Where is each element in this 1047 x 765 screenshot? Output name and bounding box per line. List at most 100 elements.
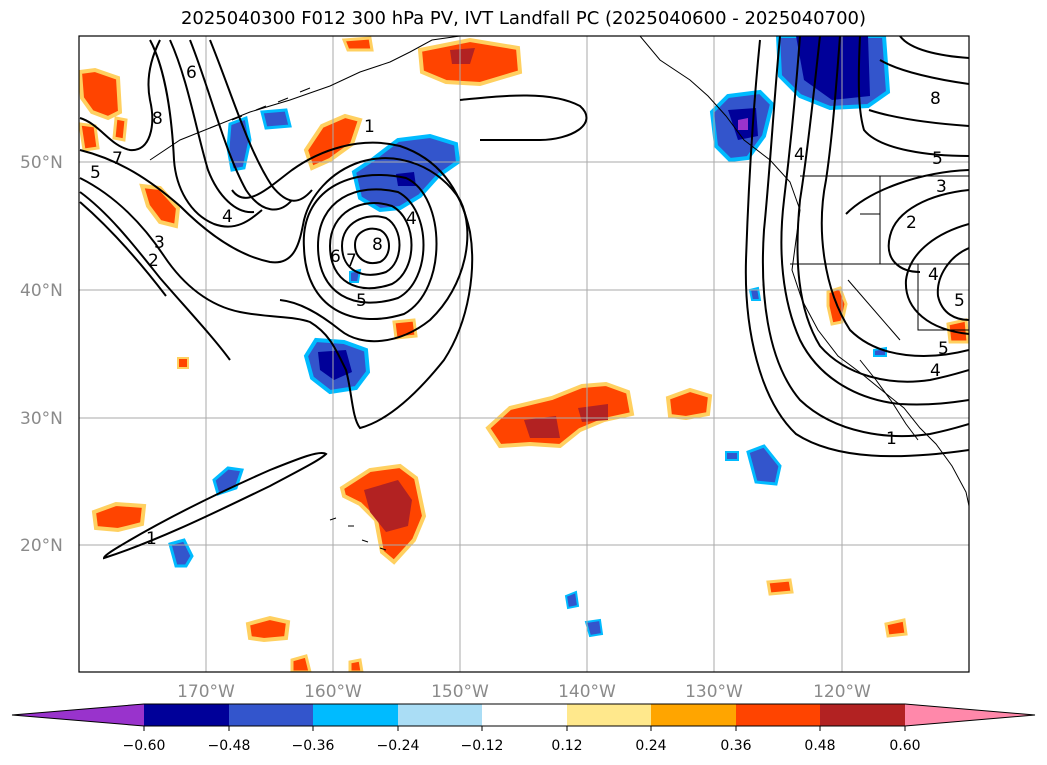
contour-label: 5 <box>938 339 949 359</box>
lat-label: 20°N <box>20 536 63 556</box>
cool-blob <box>738 118 748 130</box>
colorbar-segment <box>820 704 905 726</box>
warm-blob <box>946 318 969 344</box>
contour-line <box>79 201 167 297</box>
colorbar-tick-label: 0.24 <box>635 738 666 754</box>
contour-line <box>879 59 969 85</box>
lon-label: 140°W <box>558 682 616 702</box>
pv-contours <box>79 36 969 560</box>
contour-label: 1 <box>364 117 375 137</box>
contour-label: 3 <box>936 177 947 197</box>
colorbar-tick-label: 0.36 <box>720 738 751 754</box>
contour-line <box>316 188 425 304</box>
map-title: 2025040300 F012 300 hPa PV, IVT Landfall… <box>180 8 867 29</box>
colorbar-tick-label: −0.60 <box>123 738 166 754</box>
lon-labels: 170°W 160°W 150°W 140°W 130°W 120°W <box>177 682 871 702</box>
contour-label: 5 <box>90 163 101 183</box>
contour-line <box>459 94 588 141</box>
contour-line <box>899 36 969 59</box>
colorbar-segment <box>651 704 736 726</box>
contour-line <box>79 39 161 152</box>
contour-label: 4 <box>928 265 939 285</box>
lon-label: 130°W <box>685 682 743 702</box>
contour-label: 8 <box>930 89 941 109</box>
contour-label: 5 <box>954 291 965 311</box>
cool-blob <box>260 108 292 130</box>
colorbar-tick-label: −0.12 <box>461 738 504 754</box>
cool-blob <box>725 451 739 461</box>
baja-coast <box>859 359 919 441</box>
contour-line <box>102 452 328 560</box>
cool-blob <box>564 590 580 610</box>
contour-label: 4 <box>222 207 233 227</box>
lat-label: 50°N <box>20 153 63 173</box>
colorbar-extend-max <box>905 704 1035 726</box>
warm-blob <box>245 615 291 643</box>
contour-label: 5 <box>356 291 367 311</box>
cool-blob <box>584 618 604 638</box>
warm-blob <box>665 387 713 421</box>
contour-line <box>169 39 255 214</box>
colorbar-segment <box>482 704 567 726</box>
contour-label: 7 <box>112 149 123 169</box>
contour-label: 1 <box>886 429 897 449</box>
colorbar: −0.60 −0.48 −0.36 −0.24 −0.12 0.12 0.24 … <box>11 703 1036 754</box>
warm-blob <box>348 658 364 672</box>
contour-line <box>820 36 969 357</box>
contour-label: 5 <box>932 149 943 169</box>
contour-line <box>79 141 474 430</box>
colorbar-ticks <box>143 726 906 731</box>
contour-label: 1 <box>146 529 157 549</box>
cool-blob <box>212 466 244 496</box>
warm-blob <box>79 67 123 121</box>
contour-line <box>857 36 969 157</box>
colorbar-segment <box>229 704 313 726</box>
colorbar-segment <box>313 704 398 726</box>
contour-label: 2 <box>148 251 159 271</box>
warm-blob <box>79 122 100 152</box>
colorbar-extend-min <box>12 704 144 726</box>
map-frame <box>78 35 970 673</box>
contour-label: 8 <box>372 235 383 255</box>
contour-line <box>936 247 969 321</box>
colorbar-tick-label: 0.60 <box>889 738 920 754</box>
contour-line <box>744 39 969 458</box>
lon-label: 120°W <box>813 682 871 702</box>
warm-blob <box>524 416 560 438</box>
lat-label: 40°N <box>20 281 63 301</box>
warm-blob <box>450 48 475 64</box>
lat-labels: 50°N 40°N 30°N 20°N <box>20 153 63 556</box>
pv-shading <box>79 36 969 672</box>
contour-line <box>904 223 969 335</box>
colorbar-tick-label: 0.12 <box>551 738 582 754</box>
contour-line <box>887 189 969 273</box>
contour-line <box>149 39 263 228</box>
cool-blob <box>746 444 782 486</box>
contour-line <box>340 215 401 276</box>
warm-blob <box>91 501 147 533</box>
lon-label: 150°W <box>431 682 489 702</box>
lon-label: 160°W <box>304 682 362 702</box>
warm-blob <box>341 36 374 52</box>
cool-blob <box>748 286 762 301</box>
contour-label: 8 <box>152 109 163 129</box>
north-america-coast <box>639 36 969 507</box>
warm-blob <box>112 116 128 142</box>
contour-line <box>189 39 293 211</box>
contour-line <box>209 39 313 202</box>
contour-line <box>845 169 969 215</box>
contour-label: 3 <box>154 233 165 253</box>
colorbar-tick-label: 0.48 <box>804 738 835 754</box>
colorbar-tick-label: −0.36 <box>292 738 335 754</box>
warm-blob <box>485 381 635 449</box>
contour-label: 4 <box>930 361 941 381</box>
contour-labels: 5 8 7 6 4 3 2 1 8 5 7 6 4 1 4 5 3 2 4 5 … <box>90 63 965 549</box>
contour-line <box>328 202 413 290</box>
colorbar-segment <box>144 704 229 726</box>
contour-line <box>79 191 231 361</box>
contour-line <box>780 36 969 406</box>
contour-line <box>868 109 969 127</box>
contour-line <box>302 174 438 321</box>
hawaii-islands <box>329 517 387 551</box>
lon-label: 170°W <box>177 682 235 702</box>
